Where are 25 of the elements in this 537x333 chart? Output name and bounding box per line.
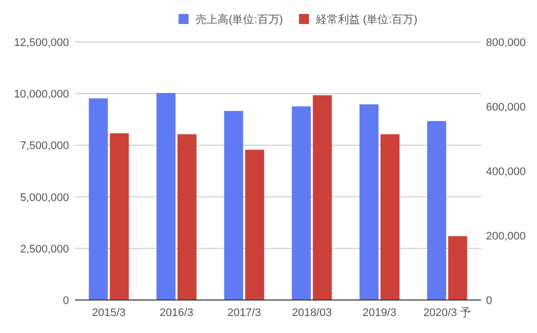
bar — [245, 150, 264, 300]
x-tick-label: 2015/3 — [92, 307, 126, 319]
y2-tick-label: 400,000 — [486, 166, 526, 178]
y2-tick-label: 0 — [486, 295, 492, 307]
x-tick-label: 2018/03 — [292, 307, 332, 319]
x-tick-label: 2017/3 — [227, 307, 261, 319]
x-tick-label: 2019/3 — [362, 307, 396, 319]
legend-label: 経常利益 (単位:百万) — [314, 13, 418, 26]
bar — [312, 95, 332, 300]
y2-tick-label: 200,000 — [486, 230, 526, 242]
bar — [178, 134, 196, 300]
legend-label: 売上高(単位:百万) — [196, 13, 283, 26]
bar — [380, 134, 400, 300]
y-tick-label: 12,500,000 — [14, 37, 69, 49]
y-tick-label: 10,000,000 — [14, 88, 69, 101]
y2-tick-label: 800,000 — [486, 37, 526, 49]
x-tick-label: 2016/3 — [160, 307, 194, 319]
y2-tick-label: 600,000 — [486, 102, 526, 114]
y-tick-label: 0 — [62, 295, 69, 307]
bar — [110, 133, 129, 300]
x-tick-label: 2020/3 予 — [423, 307, 472, 319]
bar — [448, 236, 468, 300]
y-tick-label: 5,000,000 — [20, 192, 69, 204]
y-tick-label: 7,500,000 — [20, 140, 69, 152]
y-tick-label: 2,500,000 — [20, 243, 69, 256]
